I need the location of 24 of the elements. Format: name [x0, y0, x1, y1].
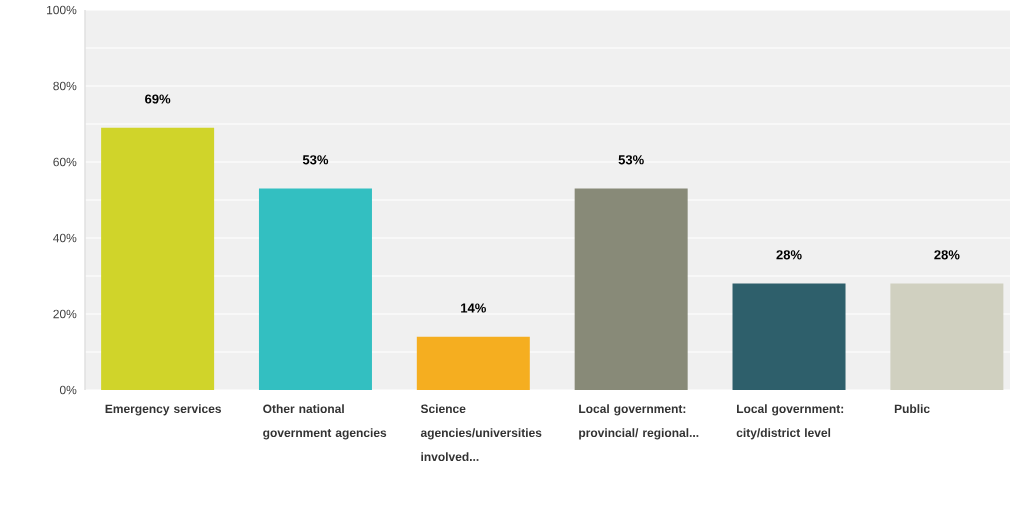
category-label: Other national government agencies: [263, 404, 387, 440]
bar: [732, 283, 846, 390]
x-tick-label: Emergency services: [105, 404, 222, 416]
bar: [574, 188, 688, 390]
y-tick-label: 80%: [53, 81, 77, 91]
data-label: 28%: [776, 250, 802, 260]
x-tick-label: Local government: city/district level: [736, 404, 844, 440]
y-tick-label: 100%: [47, 5, 77, 15]
bar: [101, 127, 215, 390]
y-tick-label: 60%: [53, 157, 77, 167]
x-tick-label: Public: [894, 404, 930, 414]
y-tick-label: 20%: [53, 309, 77, 319]
y-tick-label: 0%: [59, 385, 77, 395]
data-label: 14%: [461, 303, 486, 313]
bar: [890, 283, 1004, 390]
data-label: 28%: [934, 250, 960, 260]
x-tick-label: Local government: provincial/ regional...: [579, 404, 699, 440]
data-label: 53%: [618, 155, 644, 165]
data-label: 53%: [302, 155, 329, 165]
data-label: 69%: [145, 94, 171, 104]
y-tick-label: 40%: [53, 233, 77, 243]
bar: [258, 188, 372, 390]
bar: [416, 336, 530, 390]
category-label: Science agencies/universities involved...: [420, 404, 542, 462]
